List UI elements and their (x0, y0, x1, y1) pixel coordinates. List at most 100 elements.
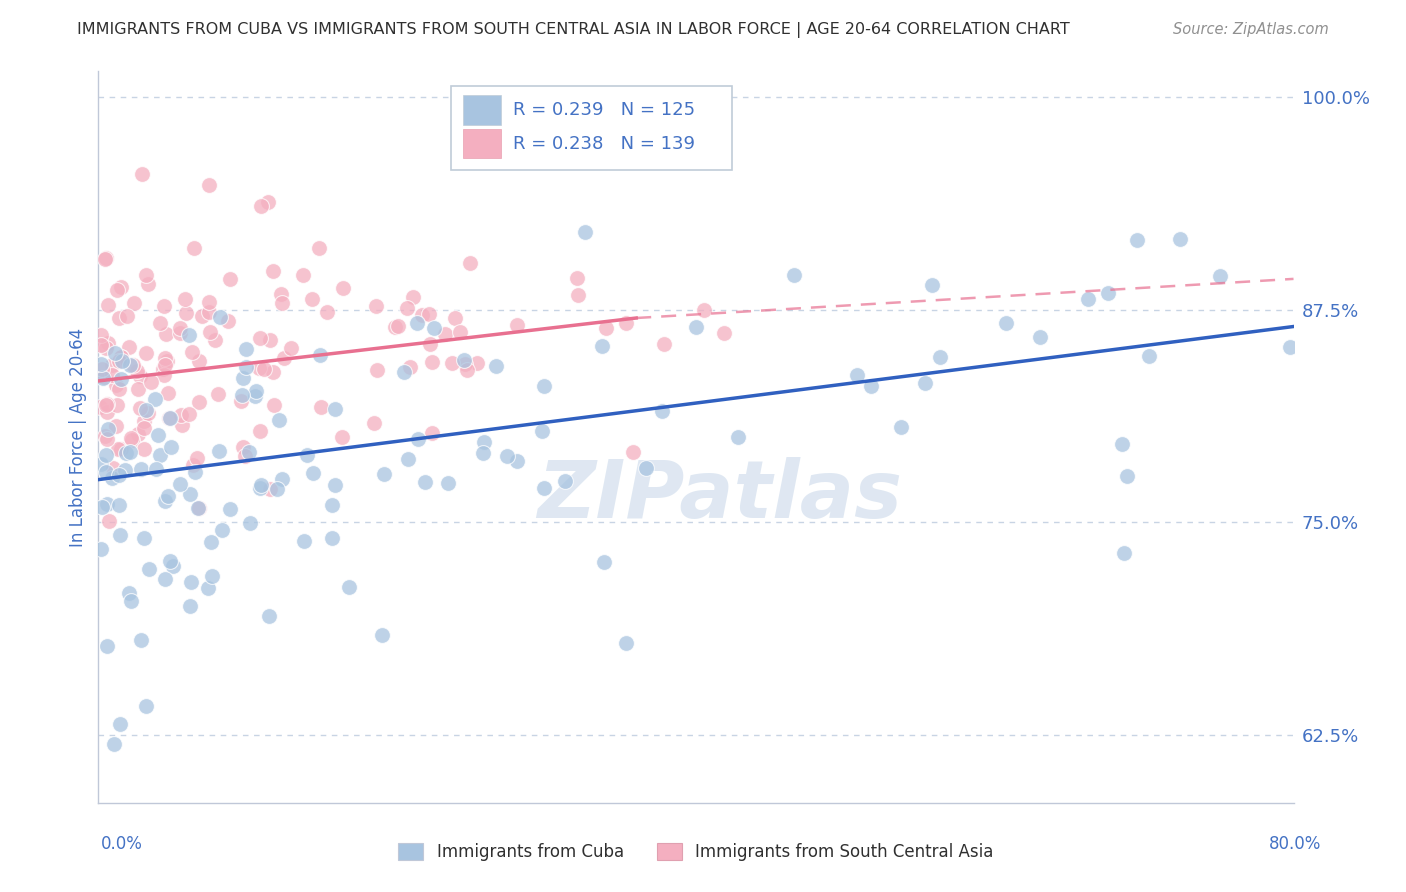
Point (330, 429, 353, 443)
Point (91, 371, 114, 385)
Point (148, 449, 170, 463)
Point (232, 371, 254, 385)
Point (415, 475, 437, 489)
Point (148, 316, 170, 330)
Point (471, 446, 494, 460)
Point (187, 501, 209, 516)
Point (574, 226, 596, 240)
Point (1111, 437, 1133, 451)
Point (387, 318, 409, 333)
Point (122, 296, 145, 310)
Point (921, 277, 943, 292)
Point (332, 281, 354, 295)
Point (233, 450, 256, 464)
Point (159, 410, 181, 425)
Point (453, 353, 475, 368)
Point (373, 467, 395, 481)
Point (845, 368, 868, 382)
Point (93, 369, 115, 384)
Point (530, 424, 553, 438)
Point (105, 377, 128, 392)
Point (200, 535, 222, 549)
Point (191, 309, 214, 323)
Point (187, 501, 209, 516)
Point (235, 360, 257, 375)
Point (101, 358, 124, 372)
Point (96, 639, 118, 653)
Point (693, 303, 716, 318)
Point (506, 318, 529, 332)
Point (107, 442, 129, 457)
Point (437, 475, 460, 490)
Point (97, 298, 120, 312)
Point (97, 336, 120, 351)
Point (366, 299, 388, 313)
Point (262, 264, 284, 278)
Point (131, 167, 153, 181)
Point (634, 460, 657, 475)
Point (108, 498, 131, 512)
Point (153, 494, 176, 508)
Point (169, 321, 191, 335)
Point (1126, 233, 1149, 247)
Point (325, 401, 347, 416)
Point (467, 356, 489, 370)
Point (96, 398, 118, 412)
Point (138, 406, 160, 420)
Point (117, 309, 139, 323)
Point (187, 394, 209, 409)
Point (273, 351, 295, 366)
Point (152, 362, 174, 376)
Point (402, 290, 425, 304)
Point (110, 371, 132, 385)
Point (94, 252, 117, 266)
Point (108, 354, 131, 368)
Point (301, 292, 323, 306)
Point (100, 368, 122, 382)
Point (245, 384, 267, 399)
Point (132, 421, 155, 435)
Point (308, 241, 330, 255)
Point (118, 340, 141, 354)
Point (271, 472, 294, 486)
Point (169, 477, 191, 491)
Point (156, 386, 179, 401)
Point (396, 452, 419, 467)
Point (105, 283, 128, 297)
Point (184, 465, 207, 479)
Point (120, 358, 142, 372)
Point (591, 339, 613, 353)
Point (247, 361, 270, 376)
Point (890, 420, 912, 434)
Point (250, 478, 273, 492)
Point (614, 636, 637, 650)
Point (172, 418, 194, 433)
Point (266, 482, 288, 496)
Point (1029, 330, 1052, 344)
Point (1168, 232, 1191, 246)
Point (1279, 340, 1302, 354)
Point (153, 368, 176, 383)
Point (727, 429, 749, 443)
Point (90, 338, 112, 352)
Point (309, 400, 332, 414)
Point (179, 327, 201, 342)
Point (94, 448, 117, 462)
Point (174, 306, 197, 320)
Point (169, 408, 191, 422)
Point (384, 320, 406, 334)
Point (174, 292, 197, 306)
Point (554, 474, 576, 488)
Point (454, 357, 477, 371)
Point (105, 398, 128, 412)
Point (263, 398, 285, 412)
FancyBboxPatch shape (463, 95, 501, 125)
Point (456, 362, 478, 376)
Point (533, 482, 555, 496)
Point (621, 445, 644, 459)
Point (159, 554, 181, 568)
Point (96, 405, 118, 419)
Point (118, 444, 141, 458)
Point (419, 337, 441, 351)
Point (713, 326, 735, 340)
